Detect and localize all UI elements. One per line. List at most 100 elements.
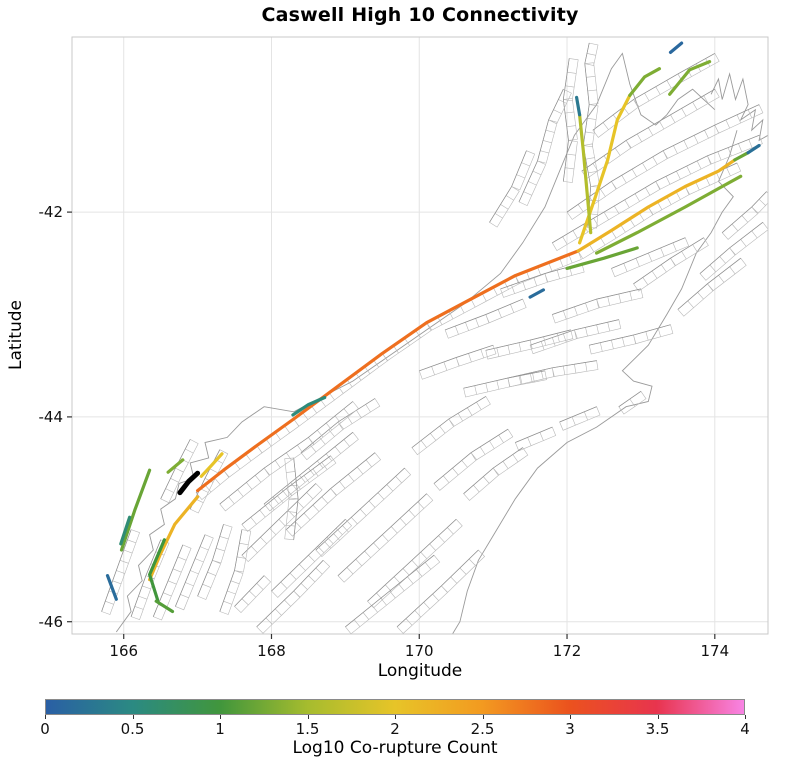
trace-south-westland-teal bbox=[291, 395, 327, 417]
y-tick-label: -42 bbox=[38, 203, 64, 222]
colorbar-tick-label: 4 bbox=[740, 720, 750, 738]
fault-trace bbox=[592, 53, 715, 131]
colorbar-tick-label: 0.5 bbox=[120, 720, 145, 738]
fault-patches bbox=[551, 288, 644, 324]
fault-trace bbox=[241, 483, 317, 556]
fault-trace bbox=[507, 360, 597, 379]
fault-patches bbox=[197, 524, 233, 600]
fault-patches bbox=[337, 493, 434, 583]
fault-trace bbox=[489, 150, 527, 223]
colorbar-tick-label: 1 bbox=[215, 720, 225, 738]
fault-patches bbox=[219, 529, 252, 615]
y-tick-label: -46 bbox=[38, 612, 64, 631]
fault-patches bbox=[130, 539, 170, 620]
fault-trace bbox=[130, 539, 162, 617]
fault-trace bbox=[175, 534, 206, 607]
rupture-traces bbox=[105, 41, 761, 614]
fault-patches bbox=[463, 447, 529, 501]
trace-fiordland-green-west bbox=[119, 468, 152, 552]
fault-patches bbox=[175, 534, 214, 611]
colorbar-tick-label: 0 bbox=[40, 720, 50, 738]
trace-mid-blue-segment bbox=[528, 288, 545, 299]
fault-patches bbox=[721, 191, 768, 240]
fault-trace bbox=[485, 329, 571, 351]
trace-top-blue-segment bbox=[668, 41, 684, 54]
trace-fiordland-blue bbox=[105, 574, 118, 601]
fault-patches bbox=[195, 250, 582, 501]
trace-clarence-green bbox=[595, 174, 743, 255]
x-tick-label: 172 bbox=[552, 642, 582, 660]
fault-trace bbox=[463, 370, 545, 389]
fault-trace bbox=[633, 237, 704, 285]
trace-vertical-green bbox=[578, 113, 593, 235]
map-content bbox=[101, 41, 768, 634]
fault-patches bbox=[562, 58, 579, 183]
fault-patches bbox=[396, 549, 486, 634]
fault-trace bbox=[433, 428, 509, 484]
trace-alpine-fault-south bbox=[148, 495, 200, 582]
trace-fiordland-teal bbox=[119, 515, 132, 546]
fault-trace bbox=[562, 58, 570, 182]
colorbar-tick bbox=[657, 715, 659, 719]
fault-patches bbox=[344, 554, 441, 634]
fault-patches bbox=[699, 221, 768, 281]
fault-trace bbox=[241, 455, 331, 525]
fault-patches bbox=[241, 483, 323, 563]
fault-trace bbox=[396, 549, 479, 628]
fault-patches bbox=[577, 162, 742, 260]
fault-patches bbox=[315, 467, 412, 558]
colorbar-tick bbox=[745, 715, 746, 719]
fault-patches bbox=[581, 88, 720, 179]
fault-patches bbox=[518, 88, 572, 206]
fault-patches bbox=[234, 575, 272, 614]
fault-patches bbox=[219, 401, 359, 512]
fault-patches bbox=[463, 370, 547, 398]
fault-patches bbox=[433, 428, 514, 491]
trace-ne-green-tail bbox=[733, 151, 750, 162]
trace-green-branch-east bbox=[565, 246, 639, 270]
fault-patches bbox=[582, 42, 601, 229]
fault-trace bbox=[271, 519, 346, 592]
fault-patches bbox=[300, 398, 381, 461]
x-axis-label: Longitude bbox=[377, 661, 463, 681]
fault-trace bbox=[518, 89, 564, 203]
fault-trace bbox=[618, 391, 642, 407]
fault-trace bbox=[197, 524, 224, 597]
fault-trace bbox=[263, 432, 354, 505]
trace-awatere-green-top bbox=[628, 67, 661, 97]
fault-trace bbox=[293, 457, 299, 540]
trace-fiordland-green-south bbox=[148, 538, 166, 602]
coastline bbox=[710, 72, 768, 142]
trace-hope-fault-gold bbox=[576, 158, 737, 253]
colorbar bbox=[45, 699, 745, 715]
fault-patches bbox=[489, 150, 536, 228]
fault-patches bbox=[588, 324, 674, 355]
trace-ne-blue-tip bbox=[746, 143, 761, 155]
fault-patches bbox=[592, 52, 720, 138]
fault-patches bbox=[485, 329, 574, 360]
trace-fiordland-green-tip bbox=[154, 599, 175, 614]
colorbar-tick-label: 3.5 bbox=[645, 720, 670, 738]
fault-trace bbox=[589, 324, 671, 346]
colorbar-tick bbox=[132, 715, 134, 719]
fault-patches bbox=[241, 455, 337, 532]
fault-trace bbox=[581, 88, 715, 172]
fault-patches bbox=[160, 438, 199, 504]
fault-patches bbox=[529, 319, 622, 355]
fault-trace bbox=[367, 519, 457, 602]
coastline bbox=[115, 52, 716, 633]
colorbar-tick bbox=[307, 715, 309, 719]
fault-trace bbox=[677, 257, 741, 310]
colorbar-tick-label: 3 bbox=[565, 720, 575, 738]
chart-title: Caswell High 10 Connectivity bbox=[261, 4, 579, 26]
fault-trace bbox=[611, 237, 686, 269]
x-tick-label: 166 bbox=[109, 642, 139, 660]
colorbar-tick-label: 2 bbox=[390, 720, 400, 738]
trace-vertical-blue-tip bbox=[575, 95, 582, 117]
fault-trace bbox=[219, 529, 243, 612]
colorbar-tick-label: 1.5 bbox=[295, 720, 320, 738]
fault-trace bbox=[582, 43, 592, 228]
fault-trace bbox=[552, 288, 641, 315]
colorbar-label: Log10 Co-rupture Count bbox=[292, 738, 498, 758]
